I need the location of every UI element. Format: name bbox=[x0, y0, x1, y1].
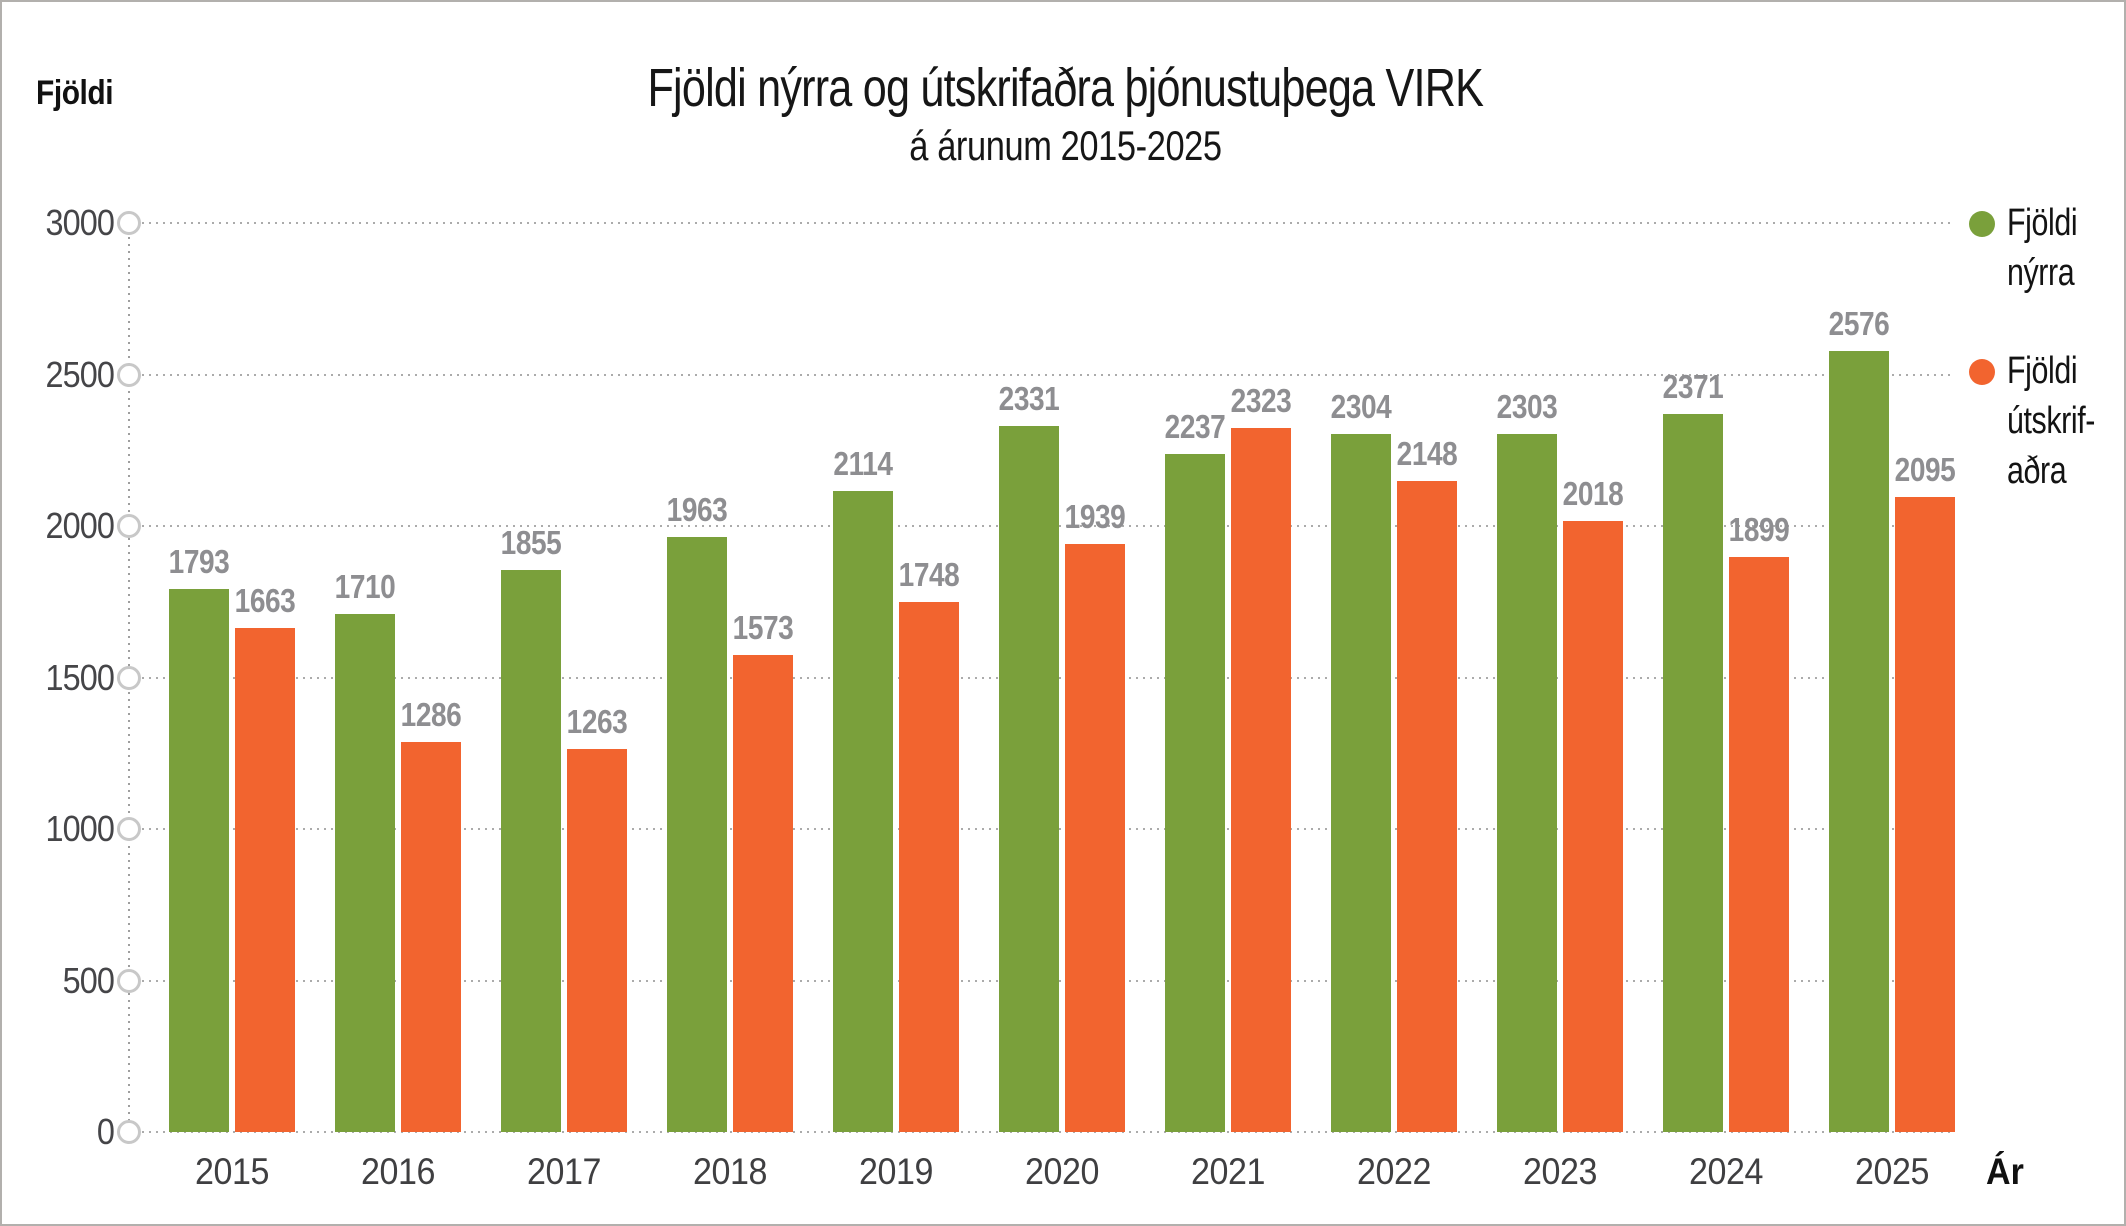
bar-value-label-fjoldi-utskrifadra-2024: 1899 bbox=[1728, 511, 1790, 548]
bar-fjoldi-utskrifadra-2016 bbox=[401, 742, 461, 1132]
bar-fjoldi-utskrifadra-2019 bbox=[899, 602, 959, 1132]
x-tick-label-2015: 2015 bbox=[195, 1151, 269, 1192]
bar-value-label-fjoldi-nyrra-2016: 1710 bbox=[334, 568, 396, 605]
chart-subtitle-row: á árunum 2015-2025 bbox=[2, 122, 2124, 170]
chart-title-row: Fjöldi nýrra og útskrifaðra þjónustuþega… bbox=[2, 58, 2124, 118]
legend-label-fjoldi-utskrifadra: Fjöldi útskrif- aðra bbox=[2007, 350, 2095, 492]
x-axis-title: Ár bbox=[1986, 1151, 2024, 1192]
bar-fjoldi-utskrifadra-2024 bbox=[1729, 557, 1789, 1132]
x-tick-label-2017: 2017 bbox=[527, 1151, 601, 1192]
y-tick-circle-500 bbox=[117, 969, 141, 993]
y-gridline-3000 bbox=[142, 222, 1952, 224]
bar-value-label-fjoldi-utskrifadra-2022: 2148 bbox=[1396, 435, 1458, 472]
bar-value-label-fjoldi-nyrra-2024: 2371 bbox=[1662, 368, 1724, 405]
y-tick-circle-0 bbox=[117, 1120, 141, 1144]
bar-fjoldi-nyrra-2018 bbox=[667, 537, 727, 1132]
bar-value-label-fjoldi-utskrifadra-2019: 1748 bbox=[898, 556, 960, 593]
x-tick-label-2018: 2018 bbox=[693, 1151, 767, 1192]
bar-value-label-fjoldi-nyrra-2018: 1963 bbox=[666, 491, 728, 528]
legend-label-fjoldi-nyrra: Fjöldi nýrra bbox=[2007, 202, 2078, 294]
chart-subtitle: á árunum 2015-2025 bbox=[908, 122, 1222, 169]
bar-fjoldi-nyrra-2025 bbox=[1829, 351, 1889, 1132]
bar-fjoldi-utskrifadra-2023 bbox=[1563, 521, 1623, 1132]
bar-value-label-fjoldi-nyrra-2019: 2114 bbox=[833, 445, 893, 482]
y-axis-title: Fjöldi bbox=[36, 74, 114, 112]
bar-fjoldi-utskrifadra-2015 bbox=[235, 628, 295, 1132]
x-tick-label-2016: 2016 bbox=[361, 1151, 435, 1192]
y-tick-circle-2500 bbox=[117, 363, 141, 387]
bar-value-label-fjoldi-nyrra-2021: 2237 bbox=[1164, 408, 1226, 445]
chart-title: Fjöldi nýrra og útskrifaðra þjónustuþega… bbox=[647, 58, 1483, 118]
bar-fjoldi-nyrra-2024 bbox=[1663, 414, 1723, 1132]
bar-fjoldi-utskrifadra-2022 bbox=[1397, 481, 1457, 1132]
bar-value-label-fjoldi-utskrifadra-2020: 1939 bbox=[1064, 498, 1126, 535]
bar-value-label-fjoldi-utskrifadra-2023: 2018 bbox=[1562, 475, 1624, 512]
y-gridline-2500 bbox=[142, 374, 1952, 376]
bar-fjoldi-nyrra-2020 bbox=[999, 426, 1059, 1132]
bar-fjoldi-nyrra-2023 bbox=[1497, 434, 1557, 1132]
bar-value-label-fjoldi-utskrifadra-2021: 2323 bbox=[1230, 382, 1292, 419]
y-tick-circle-2000 bbox=[117, 514, 141, 538]
y-tick-label-1500: 1500 bbox=[45, 657, 115, 698]
x-tick-label-2020: 2020 bbox=[1025, 1151, 1099, 1192]
y-tick-label-1000: 1000 bbox=[45, 808, 115, 849]
bar-value-label-fjoldi-nyrra-2020: 2331 bbox=[998, 380, 1060, 417]
y-tick-label-2500: 2500 bbox=[45, 354, 115, 395]
y-tick-label-2000: 2000 bbox=[45, 505, 115, 546]
bar-value-label-fjoldi-nyrra-2017: 1855 bbox=[500, 524, 562, 561]
bar-value-label-fjoldi-utskrifadra-2018: 1573 bbox=[732, 609, 794, 646]
y-gridline-0 bbox=[142, 1131, 1952, 1133]
bar-value-label-fjoldi-nyrra-2015: 1793 bbox=[168, 543, 230, 580]
bar-fjoldi-nyrra-2017 bbox=[501, 570, 561, 1132]
bar-value-label-fjoldi-utskrifadra-2017: 1263 bbox=[566, 703, 628, 740]
y-tick-label-0: 0 bbox=[96, 1111, 115, 1152]
y-tick-circle-1000 bbox=[117, 817, 141, 841]
x-tick-label-2025: 2025 bbox=[1855, 1151, 1929, 1192]
bar-value-label-fjoldi-utskrifadra-2016: 1286 bbox=[400, 696, 462, 733]
legend-swatch-orange-icon bbox=[1969, 359, 1995, 385]
bar-fjoldi-utskrifadra-2020 bbox=[1065, 544, 1125, 1132]
bar-fjoldi-nyrra-2022 bbox=[1331, 434, 1391, 1132]
x-tick-label-2022: 2022 bbox=[1357, 1151, 1431, 1192]
bar-value-label-fjoldi-nyrra-2023: 2303 bbox=[1496, 388, 1558, 425]
bar-fjoldi-nyrra-2015 bbox=[169, 589, 229, 1132]
bar-fjoldi-utskrifadra-2018 bbox=[733, 655, 793, 1132]
bar-fjoldi-utskrifadra-2025 bbox=[1895, 497, 1955, 1132]
bar-fjoldi-nyrra-2021 bbox=[1165, 454, 1225, 1132]
y-tick-circle-3000 bbox=[117, 211, 141, 235]
bar-fjoldi-utskrifadra-2017 bbox=[567, 749, 627, 1132]
bar-fjoldi-utskrifadra-2021 bbox=[1231, 428, 1291, 1132]
legend-swatch-green-icon bbox=[1969, 211, 1995, 237]
bar-value-label-fjoldi-nyrra-2025: 2576 bbox=[1828, 305, 1890, 342]
y-tick-label-500: 500 bbox=[62, 960, 115, 1001]
bar-fjoldi-nyrra-2016 bbox=[335, 614, 395, 1132]
y-tick-circle-1500 bbox=[117, 666, 141, 690]
y-tick-label-3000: 3000 bbox=[45, 202, 115, 243]
x-tick-label-2024: 2024 bbox=[1689, 1151, 1763, 1192]
bar-value-label-fjoldi-utskrifadra-2015: 1663 bbox=[234, 582, 296, 619]
bar-value-label-fjoldi-utskrifadra-2025: 2095 bbox=[1894, 451, 1956, 488]
bar-fjoldi-nyrra-2019 bbox=[833, 491, 893, 1132]
x-tick-label-2021: 2021 bbox=[1191, 1151, 1265, 1192]
x-tick-label-2023: 2023 bbox=[1523, 1151, 1597, 1192]
bar-value-label-fjoldi-nyrra-2022: 2304 bbox=[1330, 388, 1392, 425]
x-tick-label-2019: 2019 bbox=[859, 1151, 933, 1192]
